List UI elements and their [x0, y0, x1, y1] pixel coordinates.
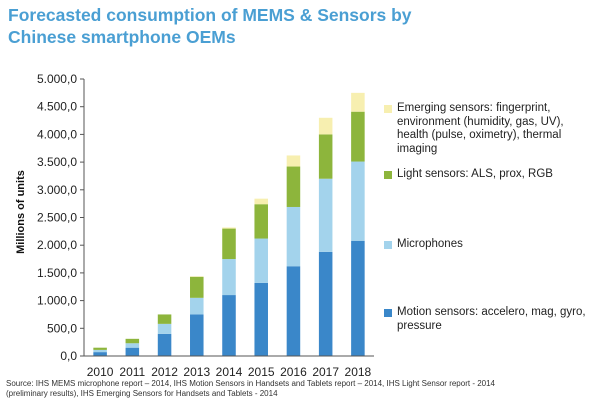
bar-segment-2016-series-3	[286, 155, 301, 167]
bar-segment-2016-series-0	[286, 266, 301, 356]
bar-segment-2013-series-2	[190, 276, 204, 298]
legend-label-light-sensors: Light sensors: ALS, prox, RGB	[397, 168, 553, 180]
bar-segment-2018-series-1	[351, 161, 365, 241]
bar-segment-2017-series-2	[318, 134, 333, 179]
x-tick-label-2016: 2016	[280, 365, 307, 379]
y-tick-label: 3.000,0	[37, 183, 77, 197]
bar-segment-2015-series-0	[254, 282, 268, 356]
y-tick-label: 2.500,0	[37, 211, 77, 225]
x-axis: 2010 2011 2012 2013 2014 2015 2016 2017 2018	[84, 355, 374, 379]
bar-segment-2014-series-2	[222, 228, 236, 260]
source-line-2: (preliminary results), IHS Emerging Sens…	[6, 389, 278, 398]
bar-segment-2018-series-3	[351, 92, 365, 112]
y-axis: 0,0 500,0 1.000,0 1.500,0 2.000,0 2.500,0 3.00…	[37, 72, 85, 363]
bar-segment-2016-series-2	[286, 166, 301, 207]
legend-swatch-motion-sensors	[384, 309, 392, 317]
bar-segment-2017-series-0	[318, 251, 333, 356]
bar-segment-2010-series-0	[93, 352, 107, 356]
bar-segment-2013-series-0	[190, 314, 204, 356]
bar-segment-2014-series-1	[222, 259, 236, 296]
bar-segment-2010-series-2	[93, 347, 107, 350]
y-tick-label: 4.500,0	[37, 100, 77, 114]
title-line-1: Forecasted consumption of MEMS & Sensors…	[8, 5, 412, 25]
y-tick-label: 4.000,0	[37, 127, 77, 141]
y-tick-label: 1.000,0	[37, 294, 77, 308]
bar-segment-2014-series-3	[222, 227, 236, 229]
y-tick-label: 1.500,0	[37, 266, 77, 280]
bar-segment-2012-series-2	[157, 314, 172, 324]
bar-segment-2017-series-1	[318, 178, 333, 252]
bar-segment-2011-series-1	[125, 343, 140, 348]
x-tick-label-2017: 2017	[312, 365, 339, 379]
legend-swatch-microphones	[384, 241, 392, 249]
legend-label-microphones: Microphones	[397, 238, 463, 250]
legend-label-motion-sensors: Motion sensors: accelero, mag, gyro, pre…	[397, 306, 586, 332]
legend-item-emerging-sensors: Emerging sensors: fingerprint, environme…	[384, 102, 596, 156]
bar-segment-2015-series-2	[254, 204, 268, 239]
x-tick-label-2013: 2013	[183, 365, 210, 379]
x-tick-label-2015: 2015	[248, 365, 275, 379]
legend-label-emerging-sensors: Emerging sensors: fingerprint, environme…	[397, 102, 564, 155]
bar-segment-2015-series-1	[254, 238, 268, 283]
bar-segment-2016-series-1	[286, 206, 301, 267]
legend-swatch-light-sensors	[384, 171, 392, 179]
y-tick-label: 5.000,0	[37, 72, 77, 86]
bar-segment-2015-series-3	[254, 198, 268, 205]
legend-item-light-sensors: Light sensors: ALS, prox, RGB	[384, 168, 596, 182]
x-tick-label-2018: 2018	[345, 365, 372, 379]
y-tick-label: 2.000,0	[37, 238, 77, 252]
bar-segment-2013-series-3	[190, 276, 204, 277]
legend: Emerging sensors: fingerprint, environme…	[384, 98, 596, 348]
x-tick-label-2014: 2014	[216, 365, 243, 379]
x-tick-label-2010: 2010	[87, 365, 114, 379]
bar-segment-2012-series-1	[157, 323, 172, 334]
source-line-1: Source: IHS MEMS microphone report – 201…	[6, 379, 495, 388]
bar-segment-2018-series-2	[351, 111, 365, 162]
bar-segment-2014-series-0	[222, 295, 236, 356]
y-tick-label: 3.500,0	[37, 155, 77, 169]
bar-segment-2012-series-0	[157, 333, 172, 356]
bar-segment-2011-series-0	[125, 347, 140, 356]
bars	[93, 92, 365, 356]
bar-segment-2013-series-1	[190, 297, 204, 315]
x-tick-label-2011: 2011	[119, 365, 145, 379]
legend-item-motion-sensors: Motion sensors: accelero, mag, gyro, pre…	[384, 306, 596, 333]
legend-item-microphones: Microphones	[384, 238, 596, 252]
page-title: Forecasted consumption of MEMS & Sensors…	[8, 4, 428, 48]
x-tick-label-2012: 2012	[151, 365, 178, 379]
bar-segment-2011-series-2	[125, 338, 140, 344]
title-line-2: Chinese smartphone OEMs	[8, 27, 236, 47]
bar-segment-2018-series-0	[351, 240, 365, 356]
bar-segment-2017-series-3	[318, 117, 333, 135]
y-tick-label: 0,0	[60, 349, 77, 363]
source-note: Source: IHS MEMS microphone report – 201…	[6, 379, 596, 399]
bar-segment-2010-series-1	[93, 349, 107, 353]
y-axis-label: Millions of units	[15, 170, 27, 254]
legend-swatch-emerging-sensors	[384, 105, 392, 113]
y-tick-label: 500,0	[47, 321, 77, 335]
